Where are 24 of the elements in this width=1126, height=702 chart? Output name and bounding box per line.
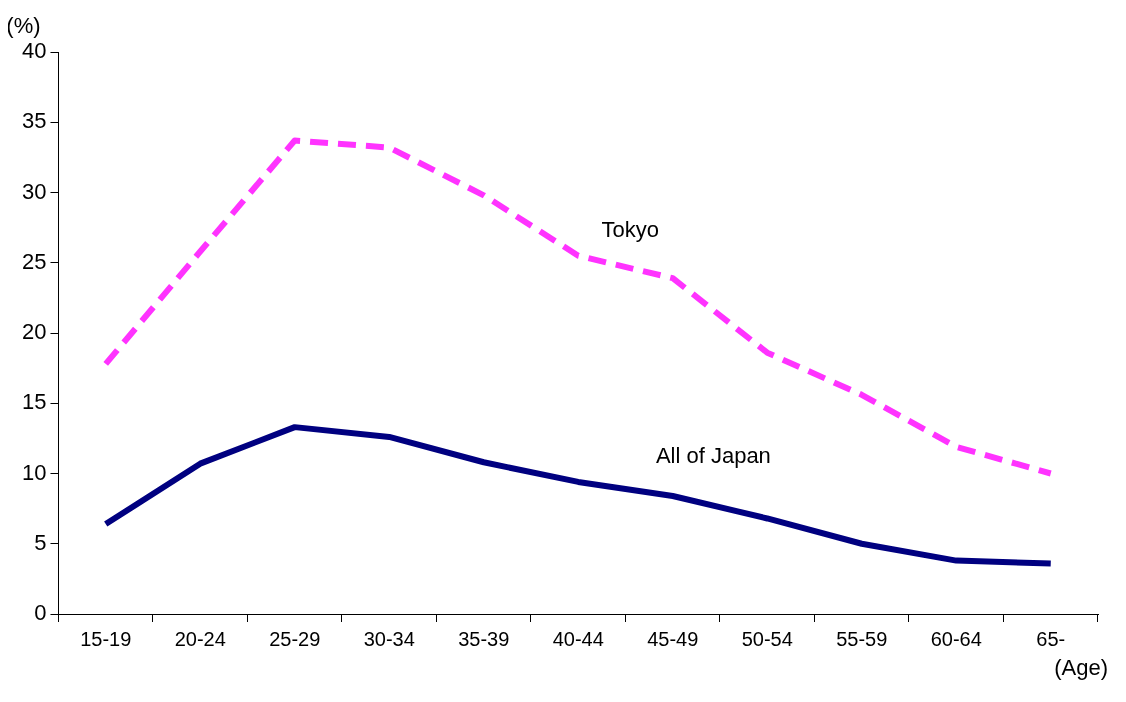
y-tick-label: 30 (21, 178, 47, 204)
y-tick-label: 40 (21, 38, 47, 64)
y-tick-label: 20 (21, 319, 47, 345)
y-tick-label: 15 (21, 389, 47, 415)
x-tick-label: 25-29 (269, 627, 321, 650)
x-tick-label: 60-64 (930, 627, 982, 650)
x-tick-label: 35-39 (458, 627, 510, 650)
series-label: Tokyo (601, 217, 659, 243)
x-tick-label: 65- (1036, 627, 1066, 650)
x-axis-title: (Age) (1054, 655, 1108, 681)
x-tick-label: 30-34 (363, 627, 415, 650)
y-tick-label: 0 (34, 600, 47, 626)
y-tick-label: 10 (21, 459, 47, 485)
x-tick-label: 50-54 (741, 627, 793, 650)
y-axis-title: (%) (6, 13, 41, 39)
x-tick-label: 45-49 (647, 627, 699, 650)
x-tick-label: 20-24 (174, 627, 226, 650)
x-tick-label: 40-44 (552, 627, 604, 650)
y-tick-label: 5 (34, 529, 47, 555)
y-tick-label: 35 (21, 108, 47, 134)
x-tick-label: 15-19 (80, 627, 132, 650)
y-tick-label: 25 (21, 248, 47, 274)
x-tick-label: 55-59 (836, 627, 888, 650)
series-label: All of Japan (655, 443, 771, 469)
